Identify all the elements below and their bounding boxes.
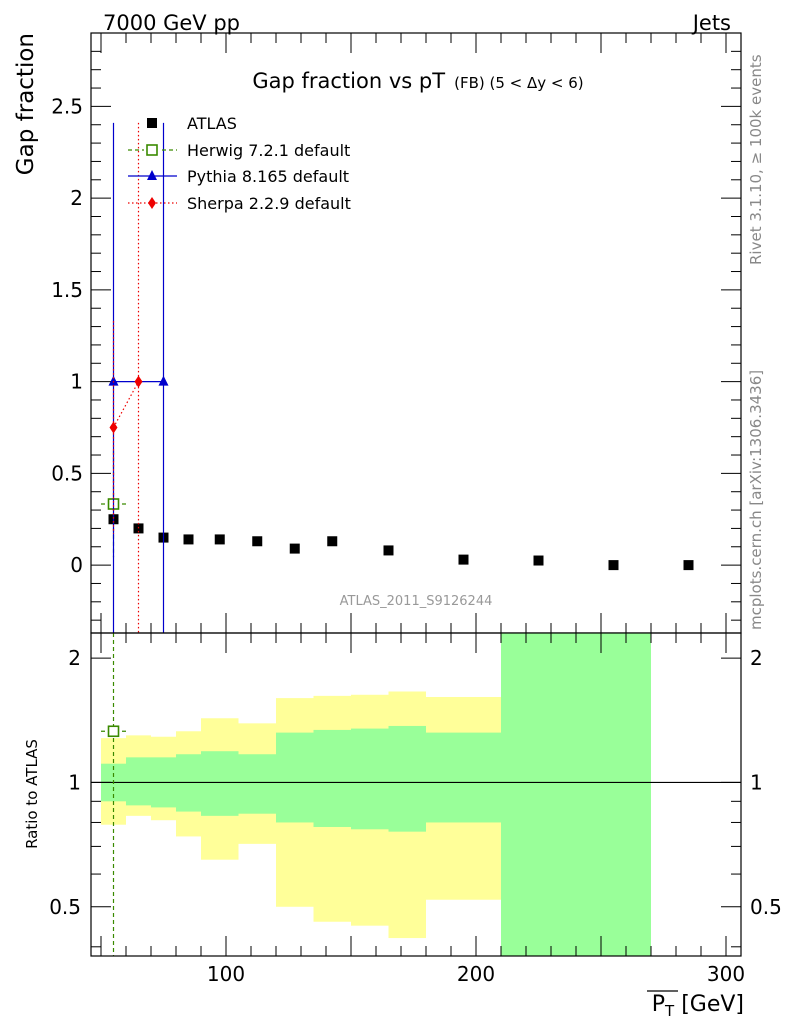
series-line bbox=[112, 381, 140, 428]
chart-title-sub: (FB) (5 < Δy < 6) bbox=[454, 74, 584, 92]
x-axis-label-unit: [GeV] bbox=[674, 992, 744, 1017]
data-point bbox=[327, 536, 338, 547]
legend-label-sherpa: Sherpa 2.2.9 default bbox=[187, 194, 351, 213]
y-tick-label: 0.5 bbox=[51, 461, 83, 485]
main-panel: 0 0.5 1 1.5 2 2.5 Gap fraction Gap fraction v… bbox=[13, 32, 742, 634]
data-point bbox=[214, 534, 225, 545]
inner-band bbox=[501, 633, 576, 956]
series-atlas bbox=[108, 514, 694, 571]
main-series-layer bbox=[101, 122, 694, 633]
mcplots-label: mcplots.cern.ch [arXiv:1306.3436] bbox=[747, 370, 765, 630]
legend-entry-sherpa: Sherpa 2.2.9 default bbox=[128, 194, 351, 213]
legend-label-atlas: ATLAS bbox=[187, 114, 237, 133]
ratio-y-tick-label-right: 2 bbox=[750, 646, 763, 670]
ratio-data-point bbox=[107, 725, 120, 738]
data-point bbox=[289, 543, 300, 554]
main-y-axis-label: Gap fraction bbox=[13, 33, 39, 175]
ratio-y-tick-label-right: 0.5 bbox=[750, 895, 782, 919]
x-tick-label: 300 bbox=[707, 962, 745, 986]
analysis-watermark: ATLAS_2011_S9126244 bbox=[340, 594, 493, 609]
x-axis-label-sub: T bbox=[664, 1002, 675, 1020]
data-point bbox=[252, 536, 263, 547]
legend-entry-atlas: ATLAS bbox=[147, 114, 237, 133]
main-axis-ticks: 0 0.5 1 1.5 2 2.5 bbox=[51, 33, 741, 633]
x-tick-label: 100 bbox=[207, 962, 245, 986]
x-axis-label: PT [GeV] bbox=[652, 992, 744, 1020]
data-point bbox=[533, 555, 544, 566]
ratio-y-axis-label: Ratio to ATLAS bbox=[23, 739, 41, 849]
header-right: Jets bbox=[691, 11, 731, 35]
y-tick-label: 0 bbox=[70, 553, 83, 577]
ratio-y-tick-label: 1 bbox=[68, 770, 81, 794]
inner-band bbox=[126, 757, 151, 806]
series-sherpa bbox=[109, 122, 143, 633]
legend-entry-herwig: Herwig 7.2.1 default bbox=[128, 141, 350, 160]
legend-label-pythia: Pythia 8.165 default bbox=[187, 167, 349, 186]
legend-entry-pythia: Pythia 8.165 default bbox=[128, 167, 349, 186]
ratio-axis-ticks: 0.5 0.5 1 1 2 2 100 200 300 bbox=[49, 633, 782, 986]
legend-label-herwig: Herwig 7.2.1 default bbox=[187, 141, 350, 160]
y-tick-label: 2 bbox=[70, 186, 83, 210]
inner-band bbox=[576, 633, 651, 956]
rivet-label: Rivet 3.1.10, ≥ 100k events bbox=[747, 54, 765, 265]
ratio-panel: 0.5 0.5 1 1 2 2 100 200 300 Ratio to ATLAS PT [G… bbox=[23, 632, 782, 1020]
data-point bbox=[108, 375, 119, 386]
x-axis-label-main: P bbox=[652, 992, 665, 1017]
ratio-y-tick-label: 0.5 bbox=[49, 895, 81, 919]
data-point bbox=[134, 375, 143, 388]
header-left: 7000 GeV pp bbox=[103, 11, 240, 35]
ratio-y-tick-label-right: 1 bbox=[750, 770, 763, 794]
ratio-series-herwig bbox=[101, 633, 126, 956]
y-tick-label: 2.5 bbox=[51, 94, 83, 118]
inner-band bbox=[201, 751, 239, 816]
ratio-series-layer bbox=[101, 633, 126, 956]
ratio-uncertainty-bands bbox=[91, 633, 741, 956]
ratio-y-tick-label: 2 bbox=[68, 646, 81, 670]
inner-band bbox=[313, 729, 351, 827]
data-point bbox=[133, 523, 144, 534]
data-point bbox=[383, 545, 394, 556]
inner-band bbox=[426, 732, 501, 823]
inner-band bbox=[388, 725, 426, 832]
data-point bbox=[109, 421, 118, 434]
ratio-frame bbox=[90, 632, 742, 957]
inner-band bbox=[351, 728, 389, 830]
data-point bbox=[458, 554, 469, 565]
legend: ATLAS Herwig 7.2.1 default Pythia 8.165 … bbox=[128, 114, 351, 213]
y-tick-label: 1.5 bbox=[51, 278, 83, 302]
data-point bbox=[683, 560, 694, 571]
y-tick-label: 1 bbox=[70, 370, 83, 394]
chart-title: Gap fraction vs pT (FB) (5 < Δy < 6) bbox=[252, 69, 583, 93]
chart-title-main: Gap fraction vs pT bbox=[252, 69, 445, 93]
inner-band bbox=[238, 754, 276, 814]
data-point bbox=[158, 375, 169, 386]
inner-band bbox=[276, 732, 314, 823]
x-tick-label: 200 bbox=[457, 962, 495, 986]
data-point bbox=[608, 560, 619, 571]
data-point bbox=[183, 534, 194, 545]
